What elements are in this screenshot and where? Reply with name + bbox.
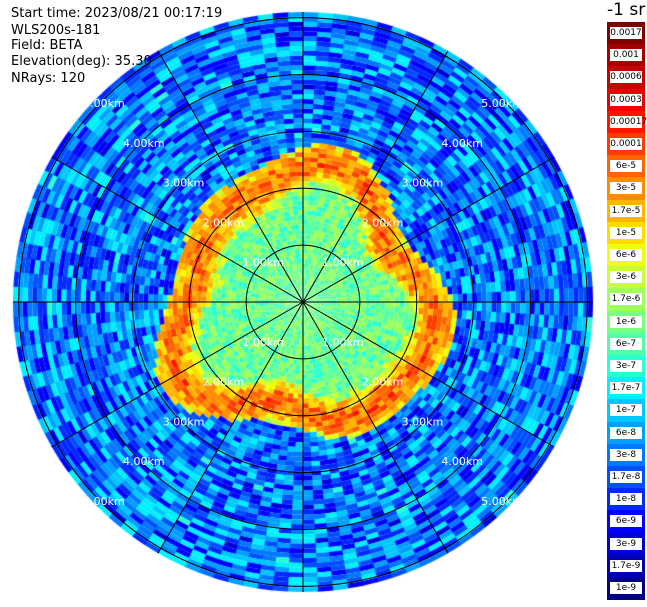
range-label: 2.00km — [203, 376, 245, 389]
start-time-label: Start time: 2023/08/21 00:17:19 — [11, 6, 223, 21]
colorbar-tick-label: 1e-5 — [610, 226, 642, 239]
range-label: 3.00km — [163, 415, 205, 428]
range-label: 1.00km — [322, 336, 364, 349]
range-label: 4.00km — [441, 137, 483, 150]
colorbar-tick-label: 1.7e-5 — [610, 204, 642, 217]
range-label: 1.00km — [242, 336, 284, 349]
colorbar-tick-label: 6e-5 — [610, 160, 642, 173]
colorbar-tick-label: 1.7e-7 — [610, 382, 642, 395]
colorbar-tick-label: 1.7e-9 — [610, 559, 642, 572]
range-label: 3.00km — [402, 177, 444, 190]
colorbar-tick-label: 0.0003 — [610, 93, 642, 106]
colorbar-tick-label: 0.00017 — [610, 115, 647, 128]
colorbar-tick-label: 3e-9 — [610, 537, 642, 550]
range-label: 3.00km — [163, 177, 205, 190]
colorbar-tick-label: 3e-8 — [610, 448, 642, 461]
colorbar-unit-label: -1 sr — [607, 0, 646, 20]
range-label: 2.00km — [203, 216, 245, 229]
range-label: 2.00km — [362, 376, 404, 389]
azimuth-spoke-210 — [157, 301, 304, 554]
colorbar-tick-label: 6e-9 — [610, 515, 642, 528]
colorbar-tick-label: 1e-7 — [610, 404, 642, 417]
colorbar-tick-label: 6e-8 — [610, 426, 642, 439]
azimuth-spoke-300 — [51, 156, 304, 303]
colorbar-tick-label: 0.0006 — [610, 71, 642, 84]
azimuth-spoke-30 — [302, 50, 449, 303]
colorbar-tick-label: 1.7e-8 — [610, 471, 642, 483]
colorbar-tick-label: 1e-6 — [610, 315, 642, 328]
field-label: Field: BETA — [11, 38, 83, 53]
colorbar-tick-label: 6e-7 — [610, 337, 642, 350]
elevation-label: Elevation(deg): 35.30 — [11, 54, 152, 69]
range-label: 5.00km — [83, 97, 125, 110]
azimuth-spoke-330 — [157, 50, 304, 303]
range-label: 4.00km — [123, 455, 165, 468]
colorbar-tick-label: 3e-6 — [610, 271, 642, 284]
colorbar-tick-label: 6e-6 — [610, 249, 642, 261]
range-label: 1.00km — [322, 256, 364, 269]
colorbar-tick-label: 3e-5 — [610, 182, 642, 195]
range-label: 4.00km — [123, 137, 165, 150]
azimuth-spoke-120 — [302, 301, 555, 448]
colorbar-tick-label: 1e-9 — [610, 582, 642, 594]
colorbar-tick-label: 3e-7 — [610, 360, 642, 372]
nrays-label: NRays: 120 — [11, 71, 86, 86]
colorbar-tick-label: 0.0017 — [610, 27, 642, 39]
azimuth-spoke-60 — [302, 156, 555, 303]
azimuth-spoke-240 — [51, 301, 304, 448]
colorbar-tick-label: 0.001 — [610, 49, 642, 62]
range-label: 1.00km — [242, 256, 284, 269]
range-label: 5.00km — [83, 495, 125, 508]
range-label: 4.00km — [441, 455, 483, 468]
colorbar-tick-label: 1e-8 — [610, 493, 642, 506]
colorbar-tick-label: 1.7e-6 — [610, 293, 642, 306]
range-label: 5.00km — [481, 97, 523, 110]
range-label: 5.00km — [481, 495, 523, 508]
colorbar-tick-label: 0.0001 — [610, 138, 642, 150]
instrument-label: WLS200s-181 — [11, 23, 101, 38]
range-label: 2.00km — [362, 216, 404, 229]
range-label: 3.00km — [402, 415, 444, 428]
azimuth-spoke-150 — [302, 301, 449, 554]
